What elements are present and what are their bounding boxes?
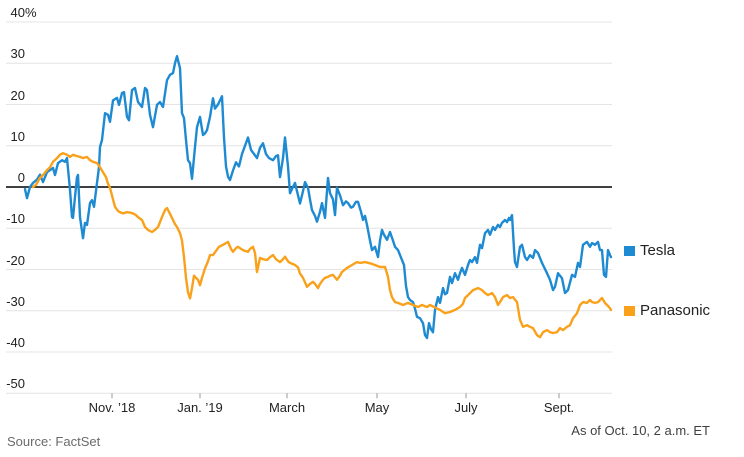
y-axis-label--30: -30 bbox=[6, 293, 25, 309]
legend-label-tesla: Tesla bbox=[640, 242, 676, 259]
y-axis-label--10: -10 bbox=[6, 211, 25, 227]
legend-item-panasonic: Panasonic bbox=[624, 303, 710, 319]
x-axis-label-4: May bbox=[364, 400, 390, 416]
y-axis-label-10: 10 bbox=[10, 128, 25, 144]
y-axis-label-30: 30 bbox=[10, 46, 25, 62]
series-line-tesla bbox=[23, 55, 613, 340]
tesla-swatch-icon bbox=[624, 246, 635, 256]
x-axis-label-2: Jan. ’19 bbox=[177, 400, 223, 416]
as-of-note: As of Oct. 10, 2 a.m. ET bbox=[571, 423, 710, 438]
y-axis-label--40: -40 bbox=[6, 335, 25, 350]
y-axis-label-0: 0 bbox=[17, 170, 25, 185]
legend-label-panasonic: Panasonic bbox=[640, 302, 711, 319]
y-axis-label-20: 20 bbox=[10, 87, 25, 103]
legend-item-tesla: Tesla bbox=[624, 243, 675, 259]
x-axis-label-1: Nov. ’18 bbox=[88, 400, 136, 416]
x-axis-label-3: March bbox=[268, 400, 306, 416]
y-axis-label--20: -20 bbox=[6, 252, 25, 268]
source-note: Source: FactSet bbox=[7, 434, 101, 449]
series-line-panasonic bbox=[31, 151, 613, 339]
y-axis-label-40: 40% bbox=[10, 5, 37, 20]
x-axis-label-5: July bbox=[454, 400, 478, 416]
panasonic-swatch-icon bbox=[624, 306, 635, 316]
x-axis-label-6: Sept. bbox=[543, 400, 575, 416]
y-axis-label--50: -50 bbox=[6, 376, 25, 392]
